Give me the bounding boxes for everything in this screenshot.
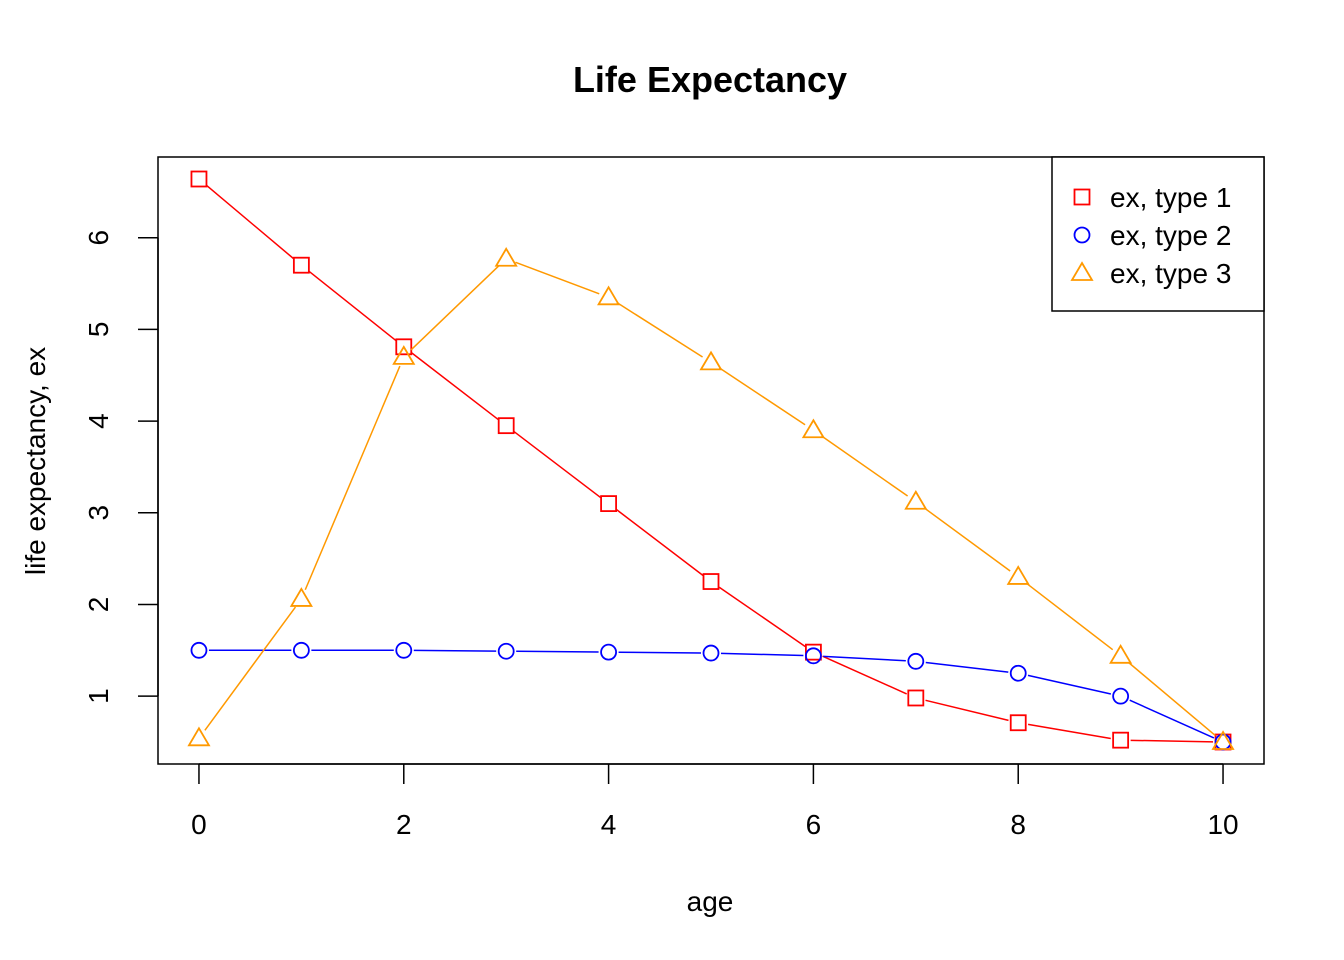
series-2-segment <box>413 649 497 652</box>
series-3 <box>187 247 1235 750</box>
y-tick-label: 2 <box>83 597 114 613</box>
legend-marker-1 <box>1073 188 1091 206</box>
series-2-point <box>497 642 515 660</box>
y-axis: 1 2 3 4 5 6 <box>83 230 159 704</box>
series-3-segment <box>410 265 500 351</box>
series-2-point <box>805 647 822 665</box>
series-layer <box>187 170 1235 751</box>
legend-box <box>1051 156 1265 312</box>
series-3-segment <box>1025 582 1114 651</box>
series-1-segment <box>206 184 295 260</box>
series-2-segment <box>618 651 702 654</box>
series-1-point <box>497 417 515 435</box>
series-1-point <box>600 495 617 512</box>
legend-marker-3 <box>1070 261 1094 281</box>
series-2-point <box>702 644 720 662</box>
series-3-point <box>1006 565 1030 585</box>
y-tick-label: 3 <box>83 505 114 521</box>
series-1-segment <box>822 655 907 695</box>
series-2 <box>190 641 1232 751</box>
series-3-point <box>289 587 313 607</box>
series-2-segment <box>1129 699 1215 739</box>
series-3-point <box>392 345 416 365</box>
series-2-segment <box>925 661 1009 673</box>
series-1-segment <box>1027 723 1111 740</box>
series-1-segment <box>616 509 704 577</box>
series-2-segment <box>516 650 599 653</box>
series-2-point <box>1112 687 1130 705</box>
x-axis: 0 2 4 6 8 10 <box>191 763 1239 840</box>
y-tick-label: 5 <box>83 322 114 338</box>
legend-label-3: ex, type 3 <box>1110 258 1231 289</box>
series-3-point <box>494 247 518 267</box>
series-2-point <box>395 641 413 659</box>
x-tick-label: 8 <box>1010 809 1026 840</box>
series-1-point <box>190 170 208 188</box>
series-1-segment <box>1130 739 1214 743</box>
series-3-segment <box>204 606 297 731</box>
series-3-point <box>597 285 621 306</box>
legend-marker-2 <box>1073 226 1091 244</box>
series-3-segment <box>616 302 703 358</box>
y-axis-label: life expectancy, ex <box>20 347 51 575</box>
series-2-point <box>600 643 617 661</box>
series-3-point <box>1211 730 1235 750</box>
series-2-segment <box>720 652 804 657</box>
series-3-segment <box>718 367 806 426</box>
chart-title: Life Expectancy <box>573 59 847 100</box>
y-tick-label: 4 <box>83 413 114 429</box>
series-1-segment <box>513 431 602 499</box>
series-1-point <box>395 338 413 356</box>
series-3-point <box>904 489 928 510</box>
series-2-point <box>190 641 208 659</box>
series-1-segment <box>308 270 397 342</box>
series-1-segment <box>925 699 1009 722</box>
y-tick-label: 6 <box>83 230 114 246</box>
series-3-point <box>699 350 723 371</box>
series-1-point <box>292 256 310 274</box>
series-2-segment <box>823 655 906 662</box>
y-tick-label: 1 <box>83 688 114 704</box>
series-3-point <box>187 726 211 747</box>
series-2-point <box>907 652 925 670</box>
series-3-point <box>801 418 825 439</box>
series-2-point <box>292 641 310 659</box>
x-tick-label: 4 <box>601 809 617 840</box>
legend-label-2: ex, type 2 <box>1110 220 1231 251</box>
series-3-segment <box>1127 661 1216 737</box>
series-1-segment <box>718 586 806 648</box>
series-3-segment <box>923 507 1011 572</box>
series-2-point <box>1009 664 1027 682</box>
series-1-point <box>1112 731 1130 749</box>
series-3-segment <box>515 261 600 295</box>
series-3-segment <box>821 435 909 497</box>
series-1-segment <box>411 352 499 421</box>
x-tick-label: 10 <box>1207 809 1238 840</box>
x-tick-label: 0 <box>191 809 207 840</box>
legend: ex, type 1 ex, type 2 ex, type 3 <box>1051 156 1265 312</box>
series-3-point <box>1109 644 1133 664</box>
x-axis-label: age <box>687 886 734 917</box>
series-1-point <box>702 573 720 590</box>
x-tick-label: 6 <box>806 809 822 840</box>
x-tick-label: 2 <box>396 809 412 840</box>
legend-label-1: ex, type 1 <box>1110 182 1231 213</box>
series-1-point <box>907 689 925 707</box>
series-3-segment <box>304 365 401 591</box>
series-1-point <box>1009 714 1027 732</box>
series-2-segment <box>1027 674 1112 695</box>
series-1-point <box>805 643 822 661</box>
